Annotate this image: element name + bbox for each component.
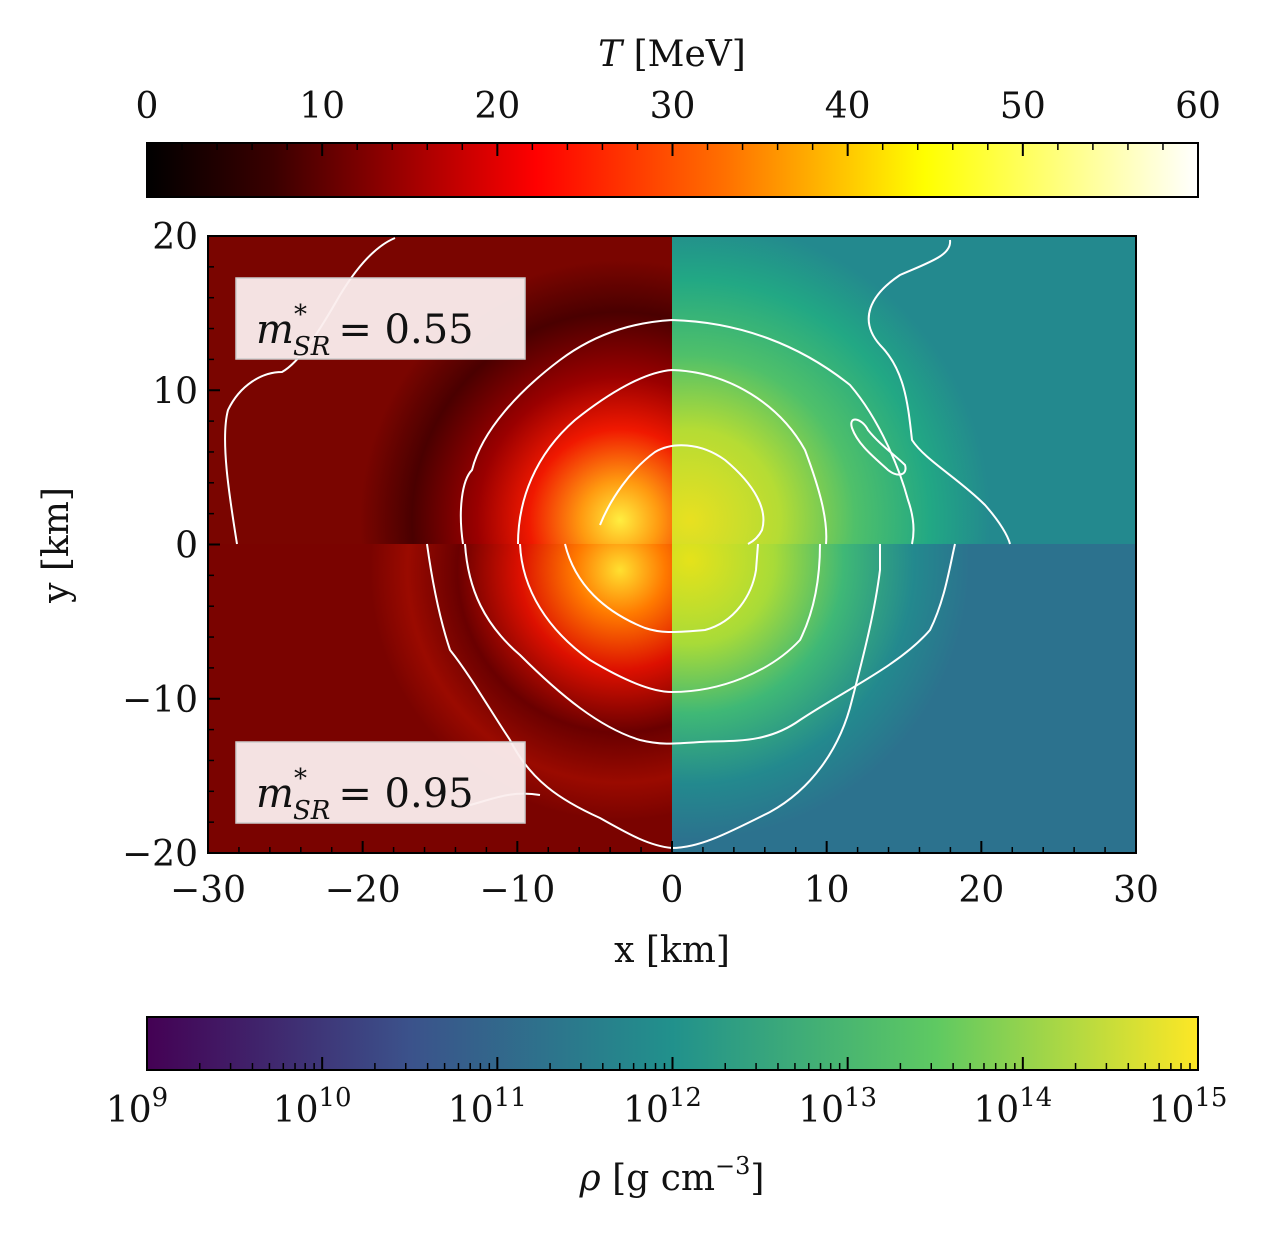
annotation-label: m* SR = 0.95 [256,764,474,826]
density-tick-label: 1010 [273,1083,352,1131]
annotation-box-top: m* SR = 0.55 [235,277,526,362]
temperature-tick-label: 20 [474,86,520,127]
y-tick-label: −20 [122,834,198,875]
temperature-colorbar-label: T [MeV] [598,34,746,75]
y-tick-label: 20 [152,217,198,258]
temperature-tick-label: 0 [136,86,159,127]
x-tick-label: 30 [1113,870,1159,911]
annotation-box-bottom: m* SR = 0.95 [235,741,526,826]
density-tick-label: 1014 [973,1083,1052,1131]
density-tick-label: 1012 [623,1083,702,1131]
x-tick-label: 10 [804,870,850,911]
x-axis-label: x [km] [614,930,730,971]
temperature-tick-label: 10 [299,86,345,127]
contour-line [850,418,907,476]
y-tick-label: −10 [122,680,198,721]
contour-line [464,543,956,745]
contour-line [517,369,828,545]
density-tick-label: 109 [106,1083,168,1131]
density-map-bottom [672,544,1136,853]
x-tick-label: 0 [661,870,684,911]
x-tick-label: −10 [479,870,555,911]
contour-line [564,543,759,634]
y-tick-label: 10 [152,371,198,412]
contour-line [599,444,765,545]
contours [224,237,1011,849]
x-tick-label: −20 [325,870,401,911]
density-tick-label: 1011 [448,1083,527,1131]
x-tick-label: −30 [170,870,246,911]
y-axis-label: y [km] [36,487,77,604]
annotation-label: m* SR = 0.55 [256,300,474,362]
density-tick-label: 1015 [1149,1083,1228,1131]
temperature-tick-label: 60 [1175,86,1221,127]
density-colorbar: 109 1010 1011 1012 1013 1014 1015 ρ [g cm−3] [106,1016,1228,1199]
x-tick-label: 20 [958,870,1004,911]
contour-line [224,237,396,545]
temperature-colorbar: T [MeV] 0 10 20 30 40 50 60 [136,34,1221,198]
temperature-tick-label: 30 [650,86,696,127]
temperature-tick-label: 50 [1000,86,1046,127]
y-tick-label: 0 [175,526,198,567]
contour-line [459,319,915,545]
temperature-tick-label: 40 [825,86,871,127]
contour-line [867,239,1011,545]
density-colorbar-label: ρ [g cm−3] [579,1152,765,1199]
density-tick-label: 1013 [798,1083,877,1131]
contour-line [426,543,881,849]
contour-line [519,543,821,693]
